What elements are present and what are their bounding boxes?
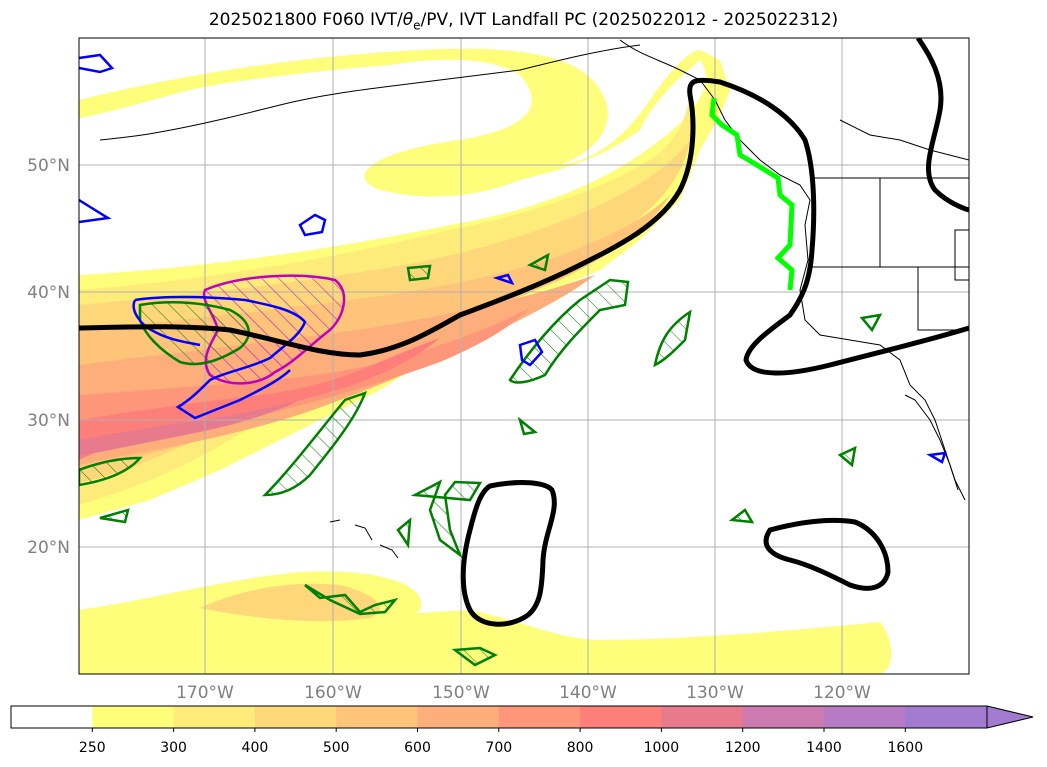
colorbar: 250 300 400 500 600 700 800 1000 1200 1400 1600 xyxy=(10,705,1034,756)
colorbar-label: 700 xyxy=(485,740,512,756)
colorbar-swatch xyxy=(661,706,744,728)
colorbar-swatch xyxy=(92,706,175,728)
title-theta-sub: e xyxy=(413,18,421,33)
lat-label: 40°N xyxy=(27,283,70,303)
colorbar-swatch xyxy=(905,706,988,728)
map-frame xyxy=(78,37,970,675)
ivt-1000 xyxy=(79,400,300,456)
lon-label: 150°W xyxy=(432,683,490,703)
colorbar-label: 500 xyxy=(323,740,350,756)
colorbar-swatch xyxy=(254,706,337,728)
lon-label: 170°W xyxy=(176,683,234,703)
lon-label: 160°W xyxy=(304,683,362,703)
colorbar-swatch xyxy=(417,706,500,728)
colorbar-swatch xyxy=(11,706,93,728)
colorbar-swatch xyxy=(742,706,825,728)
colorbar-label: 1000 xyxy=(644,740,680,756)
colorbar-label: 300 xyxy=(160,740,187,756)
lat-label: 30°N xyxy=(27,411,70,431)
colorbar-label: 1200 xyxy=(725,740,761,756)
map-area xyxy=(79,38,969,674)
landfall-line xyxy=(709,97,795,291)
lon-label: 140°W xyxy=(559,683,617,703)
coastlines xyxy=(99,39,969,559)
colorbar-labels: 250 300 400 500 600 700 800 1000 1200 1400 1600 xyxy=(79,728,923,756)
title-theta: θ xyxy=(402,10,414,30)
colorbar-swatch xyxy=(498,706,581,728)
figure-title: 2025021800 F060 IVT/θe/PV, IVT Landfall … xyxy=(0,10,1047,32)
lon-label: 120°W xyxy=(813,683,871,703)
lon-labels: 170°W 160°W 150°W 140°W 130°W 120°W xyxy=(176,683,871,703)
title-suffix: /PV, IVT Landfall PC (2025022012 - 20250… xyxy=(420,10,839,30)
colorbar-swatch xyxy=(824,706,906,728)
lon-label: 130°W xyxy=(686,683,744,703)
pv-contours xyxy=(79,53,947,464)
colorbar-label: 800 xyxy=(567,740,594,756)
ivt-black-contour xyxy=(79,38,969,627)
colorbar-label: 600 xyxy=(404,740,431,756)
lat-label: 50°N xyxy=(27,156,70,176)
colorbar-swatches xyxy=(11,706,988,728)
ivt-800 xyxy=(79,338,440,460)
colorbar-swatch xyxy=(173,706,256,728)
lat-label: 20°N xyxy=(27,538,70,558)
colorbar-label: 400 xyxy=(242,740,269,756)
colorbar-label: 250 xyxy=(79,740,106,756)
ivt-800-south xyxy=(200,583,380,622)
colorbar-swatch xyxy=(336,706,418,728)
ivt-fill xyxy=(79,48,892,674)
colorbar-extend-arrow xyxy=(986,705,1034,729)
colorbar-label: 1600 xyxy=(887,740,923,756)
theta-e-contours xyxy=(79,252,883,667)
title-prefix: 2025021800 F060 IVT/ xyxy=(208,10,403,30)
colorbar-swatch xyxy=(580,706,662,728)
lat-labels: 50°N 40°N 30°N 20°N xyxy=(27,156,70,558)
colorbar-label: 1400 xyxy=(806,740,842,756)
